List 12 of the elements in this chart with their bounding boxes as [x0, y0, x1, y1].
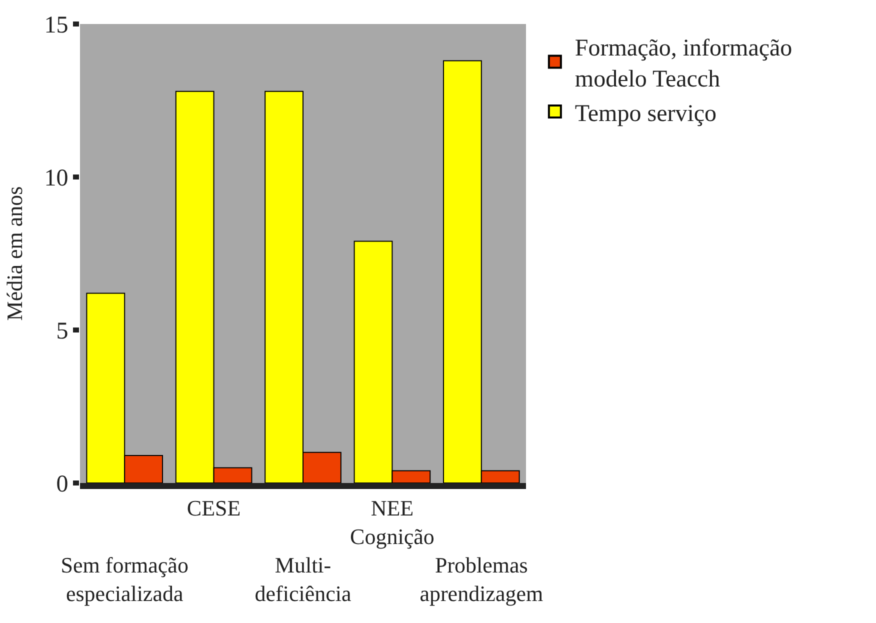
y-axis-title: Média em anos — [2, 186, 27, 321]
legend-label: Formação, informação modelo Teacch — [574, 35, 792, 93]
y-tick-label: 15 — [44, 12, 68, 38]
x-tick-label: Sem formação especializada — [60, 552, 188, 606]
legend-label: Tempo serviço — [574, 100, 717, 127]
y-tick-label: 0 — [56, 471, 68, 498]
x-tick-label: Multi- deficiência — [254, 552, 352, 606]
y-tick-label: 5 — [56, 318, 68, 344]
x-tick-label: Problemas aprendizagem — [420, 552, 544, 606]
x-tick-label: NEE Cognição — [350, 495, 434, 549]
y-tick-label: 10 — [44, 165, 68, 192]
x-tick-label: CESE — [186, 495, 241, 520]
